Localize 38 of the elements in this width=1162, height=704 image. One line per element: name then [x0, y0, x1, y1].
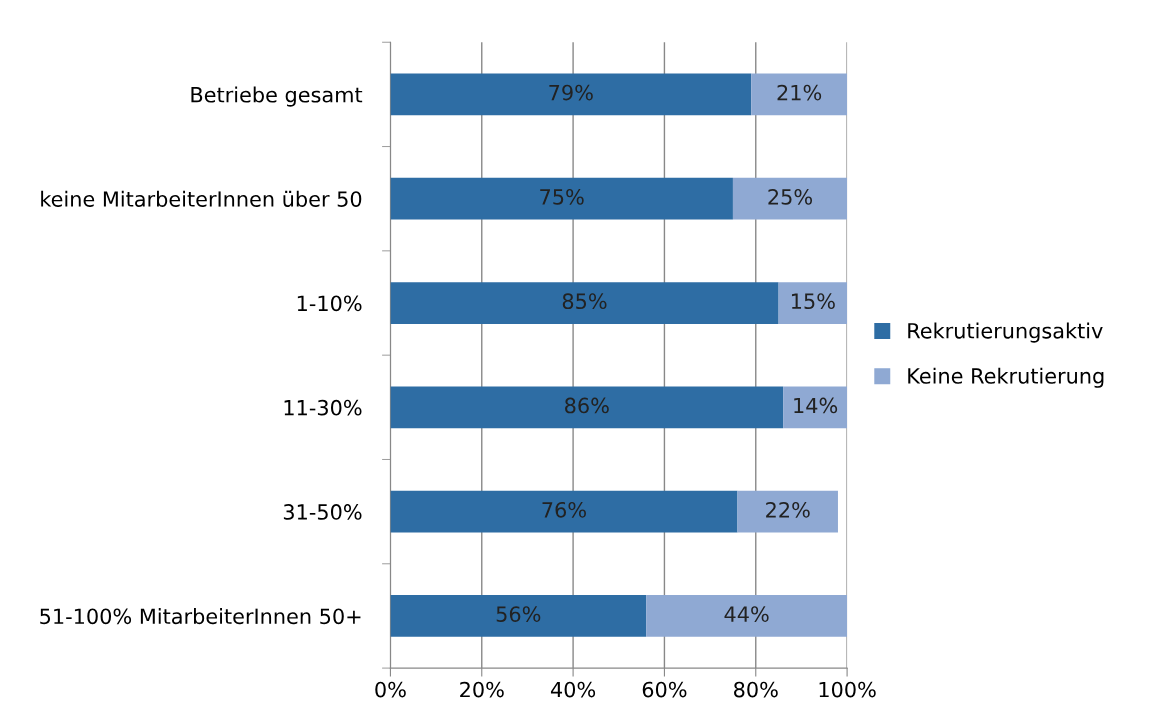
bar: [390, 177, 733, 220]
bar: [778, 282, 848, 324]
x-tick-label: 40%: [550, 681, 596, 698]
x-tick-label: 0%: [375, 681, 406, 698]
legend-label: Keine Rekrutierung: [908, 367, 1104, 388]
bar: [751, 73, 848, 116]
legend-label: Rekrutierungsaktiv: [908, 322, 1103, 343]
y-tick-label: Betriebe gesamt: [191, 86, 363, 107]
bar: [390, 73, 752, 116]
data-label: 86%: [565, 397, 609, 414]
bar: [390, 595, 647, 637]
data-label: 15%: [791, 293, 835, 310]
data-label: 56%: [496, 606, 541, 622]
bar: [737, 490, 838, 533]
y-tick-label: 51-100% MitarbeiterInnen 50+: [40, 608, 361, 625]
data-label: 21%: [777, 84, 822, 101]
y-tick-label: 11-30%: [284, 399, 362, 416]
data-label: 14%: [794, 397, 838, 414]
bar: [646, 595, 848, 637]
data-label: 76%: [542, 501, 586, 518]
data-label: 25%: [768, 188, 813, 205]
x-tick-label: 80%: [734, 681, 778, 698]
data-label: 22%: [766, 501, 810, 518]
x-tick-label: 60%: [642, 681, 687, 698]
x-tick-label: 100%: [819, 681, 876, 698]
bar: [783, 386, 848, 429]
bar: [390, 386, 784, 429]
bar: [390, 490, 738, 533]
bar: [390, 282, 779, 324]
data-label: 85%: [562, 293, 607, 310]
y-tick-label: 1-10%: [297, 295, 362, 312]
data-label: 75%: [540, 188, 584, 205]
y-tick-label: 31-50%: [283, 504, 362, 520]
y-tick-label: keine MitarbeiterInnen über 50: [41, 190, 362, 207]
data-label: 79%: [549, 84, 593, 101]
data-label: 44%: [724, 606, 769, 622]
bar: [732, 177, 848, 220]
x-tick-label: 20%: [460, 681, 504, 698]
